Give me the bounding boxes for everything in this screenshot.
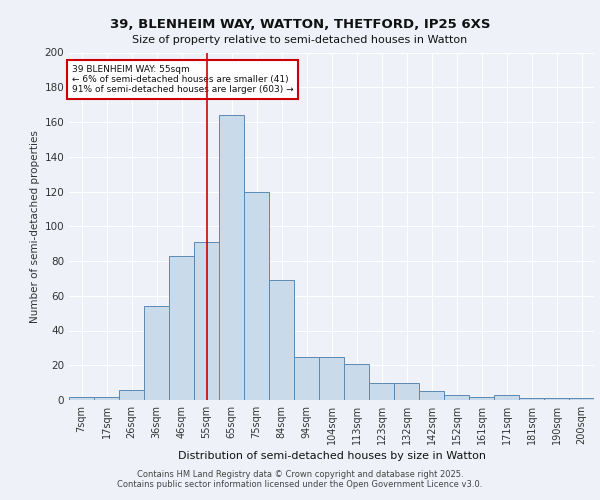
Bar <box>519 398 544 400</box>
Text: 39 BLENHEIM WAY: 55sqm
← 6% of semi-detached houses are smaller (41)
91% of semi: 39 BLENHEIM WAY: 55sqm ← 6% of semi-deta… <box>71 64 293 94</box>
Text: Contains HM Land Registry data © Crown copyright and database right 2025.
Contai: Contains HM Land Registry data © Crown c… <box>118 470 482 489</box>
Bar <box>294 356 319 400</box>
Bar <box>119 390 144 400</box>
Bar <box>369 382 394 400</box>
Bar <box>469 396 494 400</box>
Bar <box>544 398 569 400</box>
Y-axis label: Number of semi-detached properties: Number of semi-detached properties <box>30 130 40 322</box>
Bar <box>319 356 344 400</box>
Bar <box>244 192 269 400</box>
Bar <box>219 115 244 400</box>
Text: Size of property relative to semi-detached houses in Watton: Size of property relative to semi-detach… <box>133 35 467 45</box>
Bar <box>344 364 369 400</box>
Text: 39, BLENHEIM WAY, WATTON, THETFORD, IP25 6XS: 39, BLENHEIM WAY, WATTON, THETFORD, IP25… <box>110 18 490 30</box>
Bar <box>194 242 219 400</box>
Bar <box>394 382 419 400</box>
Bar <box>69 396 94 400</box>
Bar <box>144 306 169 400</box>
Bar <box>419 392 444 400</box>
Bar <box>269 280 294 400</box>
Bar <box>569 398 594 400</box>
Bar <box>169 256 194 400</box>
Bar <box>94 396 119 400</box>
Bar <box>494 395 519 400</box>
Bar <box>444 395 469 400</box>
X-axis label: Distribution of semi-detached houses by size in Watton: Distribution of semi-detached houses by … <box>178 451 485 461</box>
